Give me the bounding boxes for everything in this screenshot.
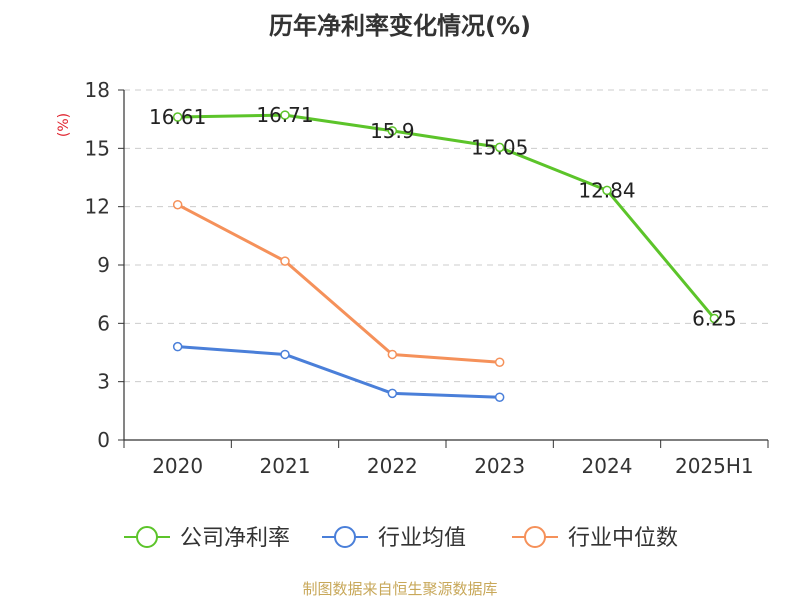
data-label: 15.9 bbox=[370, 119, 415, 143]
data-point bbox=[494, 392, 505, 402]
data-point bbox=[494, 142, 505, 153]
y-tick-label: 3 bbox=[97, 370, 110, 394]
y-tick-label: 12 bbox=[85, 195, 110, 219]
x-tick-label: 2024 bbox=[582, 454, 633, 478]
legend-marker bbox=[524, 526, 546, 548]
data-point bbox=[387, 388, 398, 399]
data-point bbox=[387, 126, 398, 136]
data-point bbox=[494, 357, 505, 367]
chart-title: 历年净利率变化情况(%) bbox=[269, 12, 531, 40]
data-point bbox=[602, 185, 612, 196]
legend-marker bbox=[136, 526, 158, 548]
data-point bbox=[387, 349, 398, 360]
data-label: 15.05 bbox=[471, 135, 528, 159]
data-label: 16.71 bbox=[256, 103, 313, 127]
x-tick-label: 2023 bbox=[474, 454, 525, 478]
data-point bbox=[709, 313, 720, 324]
series-line bbox=[176, 203, 500, 364]
legend-marker bbox=[334, 526, 356, 548]
x-tick-label: 2021 bbox=[260, 454, 311, 478]
data-point bbox=[280, 256, 290, 266]
data-point bbox=[280, 110, 290, 120]
x-tick-label: 2025H1 bbox=[675, 454, 754, 478]
y-tick-label: 0 bbox=[97, 428, 110, 452]
x-tick-label: 2020 bbox=[152, 454, 203, 478]
y-tick-label: 6 bbox=[97, 311, 110, 335]
y-axis-label: (%) bbox=[56, 113, 72, 137]
data-label: 16.61 bbox=[149, 105, 206, 129]
legend-label: 行业中位数 bbox=[568, 526, 678, 551]
data-label: 6.25 bbox=[692, 306, 737, 330]
x-tick-label: 2022 bbox=[367, 454, 418, 478]
data-point bbox=[172, 341, 183, 352]
y-tick-label: 18 bbox=[85, 78, 110, 102]
legend-label: 行业均值 bbox=[378, 526, 466, 551]
legend-label: 公司净利率 bbox=[180, 526, 290, 551]
y-tick-label: 15 bbox=[85, 136, 110, 160]
y-tick-label: 9 bbox=[97, 253, 110, 277]
data-point bbox=[172, 199, 183, 210]
data-label: 12.84 bbox=[578, 178, 635, 202]
data-point bbox=[280, 349, 290, 360]
data-point bbox=[172, 112, 183, 122]
series-line bbox=[177, 113, 716, 320]
series-line bbox=[177, 345, 500, 399]
data-source-note: 制图数据来自恒生聚源数据库 bbox=[302, 580, 498, 598]
